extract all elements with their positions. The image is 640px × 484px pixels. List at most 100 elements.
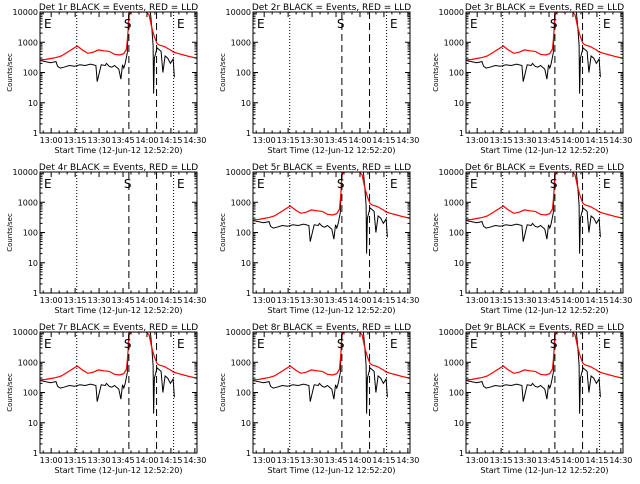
x-tick-label: 13:15: [64, 136, 87, 145]
x-tick-label: 14:15: [159, 136, 182, 145]
events-line: [253, 332, 388, 414]
x-tick-label: 13:15: [490, 456, 513, 465]
events-line: [253, 172, 388, 254]
y-tick-label: 10: [28, 99, 38, 108]
x-tick-label: 13:15: [277, 136, 300, 145]
x-tick-label: 13:45: [537, 456, 560, 465]
y-tick-label: 100: [23, 389, 38, 398]
x-tick-label: 13:00: [466, 456, 489, 465]
x-tick-label: 13:15: [490, 296, 513, 305]
x-tick-label: 14:15: [159, 296, 182, 305]
panel-title: Det 3r BLACK = Events, RED = LLD: [465, 3, 624, 13]
y-tick-label: 10: [454, 419, 464, 428]
lld-line: [466, 332, 623, 381]
y-tick-label: 100: [236, 229, 251, 238]
y-tick-label: 1: [459, 129, 464, 138]
y-tick-label: 10000: [226, 168, 251, 177]
y-tick-label: 1: [33, 289, 38, 298]
x-tick-label: 13:30: [514, 456, 537, 465]
x-tick-label: 14:30: [609, 136, 632, 145]
x-tick-label: 13:00: [253, 456, 276, 465]
y-tick-label: 100: [449, 229, 464, 238]
panel-title: Det 5r BLACK = Events, RED = LLD: [252, 163, 411, 173]
y-tick-label: 1000: [444, 358, 464, 367]
marker-label: E: [177, 17, 185, 31]
x-tick-label: 13:00: [40, 136, 63, 145]
x-tick-label: 14:00: [348, 296, 371, 305]
x-axis-label: Start Time (12-Jun-12 12:52:20): [55, 466, 183, 475]
x-tick-label: 13:15: [277, 296, 300, 305]
x-tick-label: 13:00: [466, 136, 489, 145]
lld-line: [40, 12, 197, 61]
x-tick-label: 14:15: [585, 136, 608, 145]
panel-title: Det 1r BLACK = Events, RED = LLD: [39, 3, 198, 13]
marker-label: E: [603, 17, 611, 31]
x-tick-label: 13:15: [64, 296, 87, 305]
x-tick-label: 14:00: [561, 136, 584, 145]
x-tick-label: 13:30: [514, 296, 537, 305]
marker-label: S: [337, 337, 345, 351]
y-tick-label: 1: [33, 129, 38, 138]
y-tick-label: 10: [241, 419, 251, 428]
y-axis-label: Counts/sec: [432, 213, 440, 252]
y-tick-label: 10000: [439, 328, 464, 337]
x-tick-label: 13:00: [253, 136, 276, 145]
marker-label: E: [44, 177, 52, 191]
panel-title: Det 9r BLACK = Events, RED = LLD: [465, 323, 624, 333]
marker-label: S: [337, 17, 345, 31]
y-axis-label: Counts/sec: [219, 373, 227, 412]
marker-label: E: [390, 17, 398, 31]
y-tick-label: 10000: [13, 328, 38, 337]
y-tick-label: 1000: [18, 358, 38, 367]
marker-label: E: [257, 337, 265, 351]
y-axis-label: Counts/sec: [6, 373, 14, 412]
y-tick-label: 1: [246, 129, 251, 138]
y-axis-label: Counts/sec: [6, 213, 14, 252]
x-axis-label: Start Time (12-Jun-12 12:52:20): [481, 146, 609, 155]
x-axis-label: Start Time (12-Jun-12 12:52:20): [481, 466, 609, 475]
x-tick-label: 14:00: [348, 136, 371, 145]
marker-label: S: [337, 177, 345, 191]
marker-label: E: [603, 337, 611, 351]
panel-title: Det 7r BLACK = Events, RED = LLD: [39, 323, 198, 333]
x-tick-label: 14:30: [183, 136, 206, 145]
y-tick-label: 10000: [13, 8, 38, 17]
panel-title: Det 4r BLACK = Events, RED = LLD: [39, 163, 198, 173]
events-line: [466, 12, 601, 94]
y-tick-label: 1000: [231, 358, 251, 367]
y-tick-label: 100: [23, 69, 38, 78]
y-tick-label: 10000: [439, 8, 464, 17]
x-tick-label: 13:15: [64, 456, 87, 465]
marker-label: S: [124, 337, 132, 351]
y-tick-label: 10000: [226, 8, 251, 17]
x-tick-label: 14:30: [396, 456, 419, 465]
y-tick-label: 10000: [13, 168, 38, 177]
y-tick-label: 1: [246, 289, 251, 298]
x-tick-label: 13:30: [301, 456, 324, 465]
y-tick-label: 1: [459, 289, 464, 298]
x-tick-label: 13:00: [40, 456, 63, 465]
x-tick-label: 13:30: [88, 456, 111, 465]
x-tick-label: 14:30: [183, 296, 206, 305]
x-tick-label: 13:30: [301, 136, 324, 145]
x-tick-label: 14:00: [135, 456, 158, 465]
lld-line: [40, 332, 197, 381]
marker-label: S: [124, 17, 132, 31]
marker-label: E: [257, 177, 265, 191]
x-axis-label: Start Time (12-Jun-12 12:52:20): [268, 306, 396, 315]
y-tick-label: 10: [454, 99, 464, 108]
x-tick-label: 14:00: [561, 296, 584, 305]
y-tick-label: 10: [241, 99, 251, 108]
y-tick-label: 10000: [439, 168, 464, 177]
x-tick-label: 14:30: [609, 456, 632, 465]
lld-line: [253, 172, 410, 221]
x-tick-label: 14:00: [348, 456, 371, 465]
